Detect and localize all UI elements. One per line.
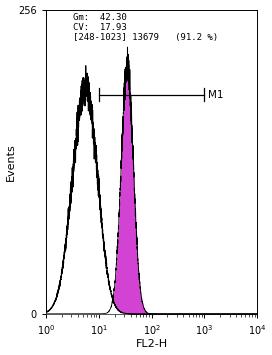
Y-axis label: Events: Events	[5, 143, 16, 181]
Text: M1: M1	[208, 90, 223, 100]
Text: Gm:  42.30
CV:  17.93
[248-1023] 13679   (91.2 %): Gm: 42.30 CV: 17.93 [248-1023] 13679 (91…	[73, 12, 219, 42]
X-axis label: FL2-H: FL2-H	[135, 339, 168, 349]
